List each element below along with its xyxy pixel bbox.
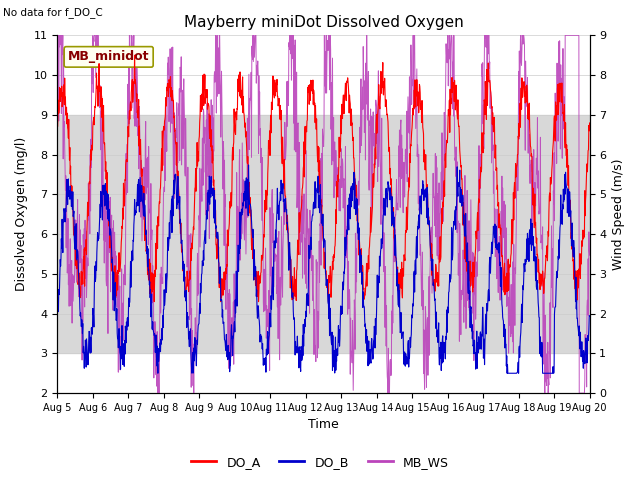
Title: Mayberry miniDot Dissolved Oxygen: Mayberry miniDot Dissolved Oxygen [184, 15, 463, 30]
Y-axis label: Wind Speed (m/s): Wind Speed (m/s) [612, 158, 625, 270]
Text: MB_minidot: MB_minidot [68, 50, 149, 63]
Legend: DO_A, DO_B, MB_WS: DO_A, DO_B, MB_WS [186, 451, 454, 474]
X-axis label: Time: Time [308, 419, 339, 432]
Text: No data for f_DO_C: No data for f_DO_C [3, 7, 103, 18]
Y-axis label: Dissolved Oxygen (mg/l): Dissolved Oxygen (mg/l) [15, 137, 28, 291]
Bar [57, 115, 589, 353]
